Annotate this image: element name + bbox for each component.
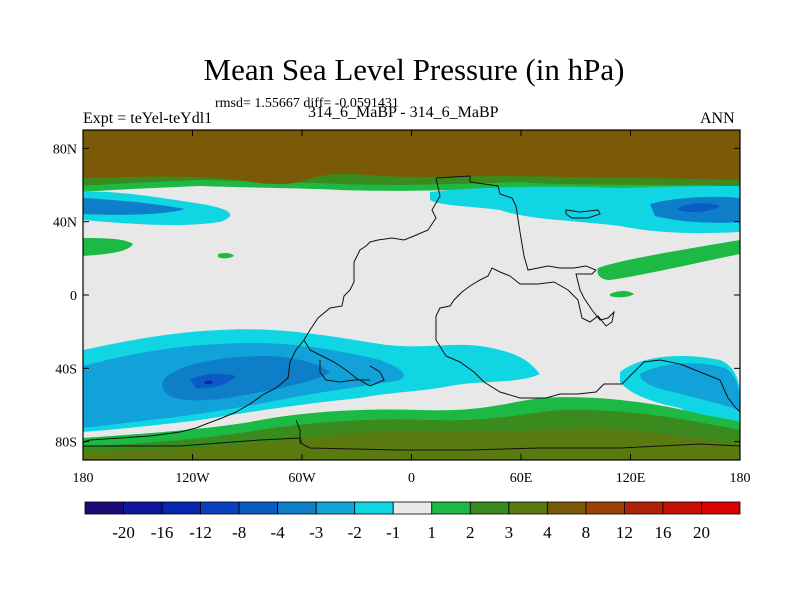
colorbar-label: -12 [189,523,212,542]
x-tick-label: 0 [408,471,415,486]
pacific-west-pos [83,238,133,256]
antarctic-peninsula [295,419,301,444]
colorbar-swatch [84,501,124,515]
x-tick-label: 180 [73,471,94,486]
colorbar: -20 -16 -12 -8 -4 -3 -2 -1 1 2 3 4 8 12 16 20 [84,501,741,542]
southern-neg-center [190,373,236,389]
colorbar-swatch [624,501,664,515]
colorbar-swatch [662,501,702,515]
colorbar-swatch [200,501,240,515]
colorbar-label: 16 [654,523,671,542]
colorbar-label: 4 [543,523,552,542]
southern-neg-point [204,380,213,385]
x-tick-label: 60E [510,471,533,486]
antarctic-outline [83,437,740,451]
small-pos-patch [218,252,234,259]
colorbar-label: 2 [466,523,475,542]
eurasia-neg [430,186,740,234]
colorbar-swatch [508,501,548,515]
southern-neg-deep [162,356,330,401]
rmsd-diff-stats: rmsd= 1.55667 diff= -0.0591431 [215,96,399,111]
colorbar-swatch [354,501,394,515]
x-tick-label: 60W [288,471,316,486]
colorbar-swatch [277,501,317,515]
period-label: 314_6_MaBP - 314_6_MaBP [308,104,499,121]
colorbar-label: -16 [151,523,174,542]
colorbar-label: 1 [428,523,437,542]
colorbar-swatch [315,501,356,515]
x-axis: 180 120W 60W 0 60E 120E 180 [73,130,751,486]
colorbar-label: -2 [348,523,362,542]
y-tick-label: 0 [70,289,77,304]
y-tick-label: 40S [55,362,77,377]
arctic-band-4to8 [83,130,740,185]
south-america-inner [319,360,370,383]
chart-title: Mean Sea Level Pressure (in hPa) [203,52,625,87]
asia-east-outline [565,209,601,219]
y-tick-label: 80S [55,436,77,451]
colorbar-label: -4 [271,523,286,542]
npacific-core-neg [678,203,720,213]
map-field-layer [83,130,740,460]
y-axis: 80N 40N 0 40S 80S [53,142,740,451]
colorbar-swatch [392,501,433,515]
colorbar-swatch [238,501,279,515]
colorbar-label: 12 [616,523,633,542]
colorbar-label: -8 [232,523,246,542]
season-label: ANN [700,110,735,127]
sindian-neg2 [640,363,740,410]
colorbar-swatch [431,501,471,515]
africa-eurasia-outline [435,175,740,413]
colorbar-label: -20 [112,523,135,542]
x-tick-label: 120W [175,471,210,486]
colorbar-label: -1 [386,523,400,542]
y-tick-label: 40N [53,216,77,231]
npacific-west-neg2 [83,198,185,215]
colorbar-swatch [161,501,201,515]
colorbar-swatch [585,501,625,515]
x-tick-label: 180 [730,471,751,486]
colorbar-swatch [546,501,587,515]
europe-outline [303,177,441,387]
equator-pos [610,291,634,298]
colorbar-label: 8 [582,523,591,542]
colorbar-swatch [469,501,510,515]
colorbar-label: 20 [693,523,710,542]
y-tick-label: 80N [53,142,77,157]
south-america-outline [83,339,305,443]
antarctic-band-3to4 [83,428,740,460]
x-tick-label: 120E [616,471,646,486]
continent-outlines [83,175,740,451]
colorbar-swatch [701,501,741,515]
colorbar-swatch [123,501,163,515]
colorbar-label: 3 [505,523,514,542]
westpac-pos [597,240,740,280]
colorbar-label: -3 [309,523,323,542]
experiment-label: Expt = teYel-teYdl1 [83,110,213,127]
